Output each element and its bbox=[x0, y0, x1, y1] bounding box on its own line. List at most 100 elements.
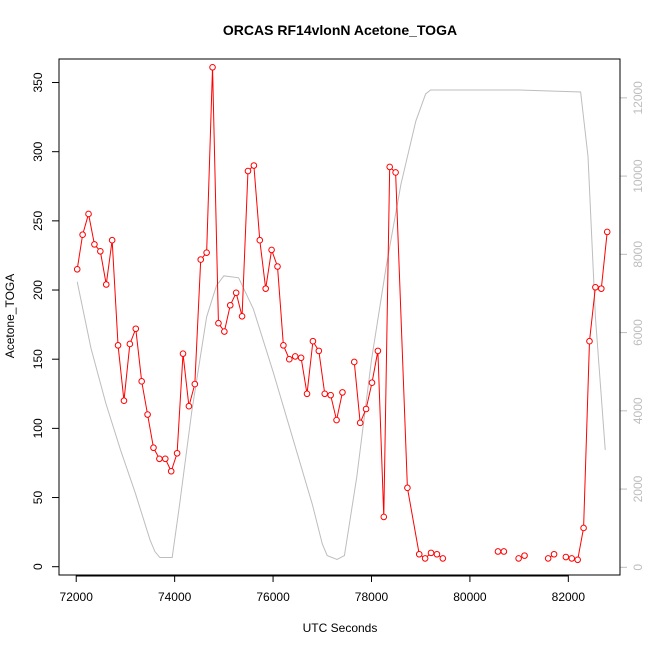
y-tick-label: 250 bbox=[31, 211, 45, 231]
y2-tick-label: 4000 bbox=[631, 397, 645, 424]
data-point bbox=[321, 390, 329, 398]
data-point bbox=[374, 347, 382, 355]
data-point bbox=[427, 549, 435, 557]
data-point bbox=[350, 358, 358, 366]
left-series-layer bbox=[73, 64, 611, 564]
data-point bbox=[339, 389, 346, 396]
chart-title: ORCAS RF14vlonN Acetone_TOGA bbox=[223, 22, 457, 38]
data-point bbox=[544, 555, 552, 562]
y2-axis: 0 2000 4000 6000 8000 10000 12000 bbox=[619, 81, 645, 571]
data-point bbox=[327, 391, 334, 399]
data-point bbox=[392, 169, 399, 176]
x-tick-label: 82000 bbox=[552, 590, 586, 604]
y-axis-label: Acetone_TOGA bbox=[3, 274, 17, 359]
data-point bbox=[386, 163, 393, 171]
data-point bbox=[114, 342, 122, 349]
x-tick-label: 74000 bbox=[158, 590, 192, 604]
data-point bbox=[232, 289, 240, 297]
right-series-layer bbox=[76, 89, 606, 561]
data-point bbox=[286, 355, 293, 363]
data-point bbox=[185, 402, 193, 410]
data-point bbox=[91, 241, 98, 248]
data-point bbox=[303, 390, 311, 398]
series-altitude-line bbox=[76, 89, 606, 561]
data-point bbox=[439, 555, 447, 562]
y-tick-label: 100 bbox=[31, 418, 45, 438]
data-point bbox=[256, 236, 264, 244]
data-point bbox=[494, 548, 502, 555]
x-tick-label: 80000 bbox=[453, 590, 487, 604]
data-point bbox=[568, 555, 576, 562]
data-point bbox=[592, 283, 599, 291]
data-point bbox=[603, 228, 611, 236]
data-point bbox=[415, 550, 423, 558]
data-point bbox=[197, 256, 205, 263]
data-point bbox=[433, 550, 441, 558]
data-point bbox=[150, 444, 157, 452]
data-point bbox=[85, 210, 92, 218]
data-point bbox=[215, 319, 222, 327]
data-point bbox=[144, 411, 151, 418]
data-point bbox=[268, 246, 275, 254]
y-tick-label: 50 bbox=[31, 491, 45, 505]
data-point bbox=[274, 263, 281, 270]
data-point bbox=[167, 467, 175, 475]
data-point bbox=[250, 162, 258, 169]
data-point bbox=[97, 247, 104, 255]
data-point bbox=[550, 550, 558, 558]
y-tick-label: 150 bbox=[31, 349, 45, 369]
y-tick-label: 300 bbox=[31, 141, 45, 161]
data-point bbox=[120, 397, 128, 404]
data-point bbox=[421, 555, 429, 562]
data-point bbox=[209, 64, 216, 71]
data-point bbox=[221, 328, 228, 335]
data-point bbox=[515, 555, 522, 562]
y2-tick-label: 10000 bbox=[631, 159, 645, 193]
y-tick-label: 200 bbox=[31, 280, 45, 300]
data-point bbox=[191, 380, 199, 388]
x-tick-label: 78000 bbox=[355, 590, 389, 604]
data-point bbox=[356, 419, 364, 427]
y-tick-label: 0 bbox=[31, 563, 45, 570]
data-point bbox=[79, 231, 86, 238]
data-point bbox=[179, 350, 187, 357]
data-point bbox=[161, 455, 169, 463]
x-tick-label: 76000 bbox=[256, 590, 290, 604]
data-point bbox=[297, 354, 305, 362]
data-point bbox=[309, 337, 317, 345]
data-point bbox=[244, 167, 252, 175]
data-point bbox=[173, 449, 181, 457]
data-point bbox=[362, 405, 370, 413]
x-tick-label: 72000 bbox=[60, 590, 94, 604]
data-point bbox=[280, 342, 287, 349]
x-axis: 72000 74000 76000 78000 80000 82000 bbox=[60, 575, 586, 604]
x-axis-label: UTC Seconds bbox=[303, 621, 378, 635]
data-point bbox=[404, 484, 411, 492]
data-point bbox=[315, 347, 323, 355]
data-point bbox=[138, 378, 145, 385]
y2-tick-label: 2000 bbox=[631, 475, 645, 502]
y2-tick-label: 6000 bbox=[631, 319, 645, 346]
data-point bbox=[102, 281, 110, 288]
data-point bbox=[291, 353, 299, 360]
data-point bbox=[368, 379, 376, 387]
y2-tick-label: 0 bbox=[631, 564, 645, 571]
y2-tick-label: 12000 bbox=[631, 81, 645, 115]
data-point bbox=[586, 337, 593, 345]
y-tick-label: 350 bbox=[31, 72, 45, 92]
data-point bbox=[73, 265, 81, 273]
data-point bbox=[598, 285, 605, 292]
plot-frame bbox=[58, 58, 621, 576]
data-point bbox=[500, 548, 508, 555]
data-point bbox=[126, 340, 134, 348]
data-point bbox=[262, 285, 269, 292]
data-point bbox=[238, 313, 246, 320]
data-point bbox=[521, 552, 528, 559]
data-point bbox=[156, 455, 163, 463]
y2-tick-label: 8000 bbox=[631, 241, 645, 268]
data-point bbox=[333, 416, 340, 424]
data-point bbox=[203, 249, 210, 256]
